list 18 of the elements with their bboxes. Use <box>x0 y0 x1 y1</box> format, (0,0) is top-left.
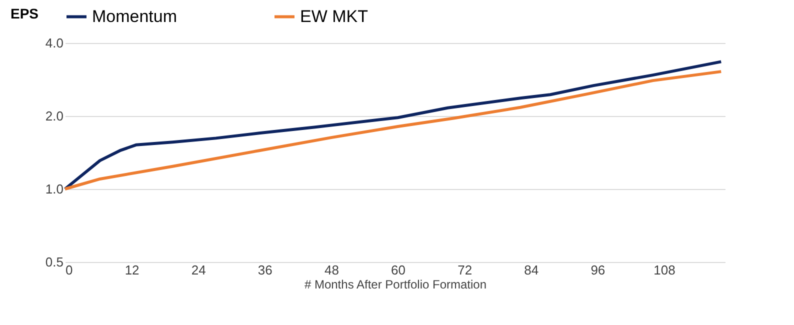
x-tick-label: 36 <box>258 262 272 278</box>
x-tick-label: 72 <box>458 262 472 278</box>
x-tick-label: 84 <box>524 262 539 278</box>
x-tick-label: 48 <box>324 262 339 278</box>
y-tick-label: 0.5 <box>45 254 64 270</box>
x-tick-label: 60 <box>391 262 406 278</box>
legend-label: EW MKT <box>300 6 368 26</box>
y-axis-title: EPS <box>10 6 39 22</box>
x-tick-label: 0 <box>66 262 73 278</box>
x-axis-title: # Months After Portfolio Formation <box>304 278 487 292</box>
y-tick-label: 1.0 <box>45 182 64 196</box>
y-tick-label: 2.0 <box>45 108 64 124</box>
y-tick-label: 4.0 <box>45 36 64 50</box>
x-tick-label: 108 <box>654 262 676 278</box>
legend-label: Momentum <box>92 6 178 26</box>
x-tick-label: 96 <box>590 262 606 278</box>
x-tick-label: 12 <box>124 262 140 278</box>
x-tick-label: 24 <box>191 262 206 278</box>
